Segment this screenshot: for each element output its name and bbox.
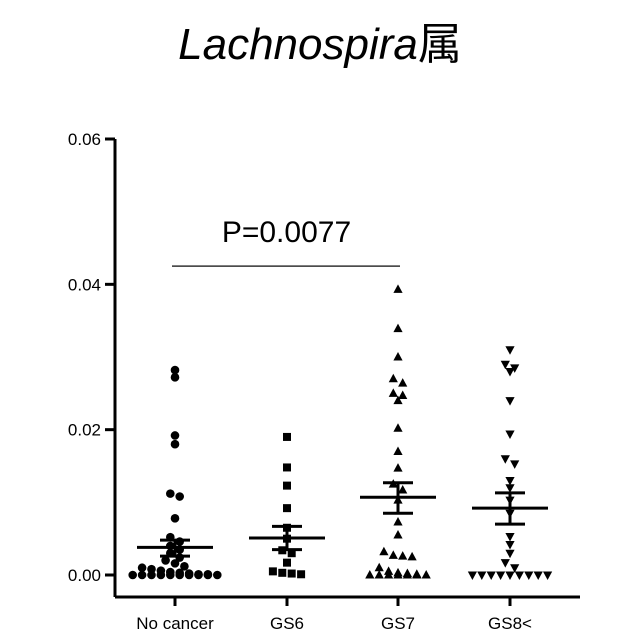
data-point — [393, 530, 402, 539]
data-point — [505, 550, 514, 559]
data-point — [194, 571, 203, 580]
data-point — [510, 460, 519, 469]
data-point — [501, 455, 510, 464]
data-point — [524, 572, 533, 581]
data-point — [171, 440, 180, 449]
axes: 0.00 0.02 0.04 0.06 No cancer GS6 GS7 GS8< — [68, 130, 580, 633]
data-point — [166, 489, 175, 498]
data-point — [171, 559, 180, 568]
x-tick-label: GS6 — [270, 614, 304, 633]
data-point — [505, 541, 514, 550]
data-point — [496, 572, 505, 581]
data-point — [398, 551, 407, 560]
data-point — [393, 517, 402, 526]
data-point — [204, 571, 213, 580]
data-point — [468, 572, 477, 581]
data-point — [269, 567, 277, 575]
data-point — [501, 361, 510, 370]
significance-annotation: P=0.0077 — [172, 216, 400, 266]
data-point — [389, 550, 398, 559]
data-point — [505, 572, 514, 581]
data-point — [505, 477, 514, 486]
data-point — [393, 352, 402, 361]
data-point — [171, 514, 180, 523]
data-point — [185, 571, 194, 580]
y-tick-label: 0.06 — [68, 130, 101, 149]
data-point — [505, 368, 514, 377]
data-point — [283, 504, 291, 512]
data-point — [487, 572, 496, 581]
data-point — [477, 572, 486, 581]
data-point — [379, 547, 388, 556]
data-point — [505, 346, 514, 355]
data-point — [505, 431, 514, 440]
data-point — [213, 571, 222, 580]
data-point — [422, 570, 431, 579]
data-point — [408, 552, 417, 561]
y-tick-label: 0.04 — [68, 275, 101, 294]
data-point — [283, 463, 291, 471]
data-point — [171, 373, 180, 382]
data-point — [375, 563, 384, 572]
data-point — [515, 572, 524, 581]
data-point — [412, 570, 421, 579]
y-tick-label: 0.02 — [68, 421, 101, 440]
data-point — [505, 533, 514, 542]
data-point — [393, 324, 402, 333]
data-point — [175, 492, 184, 501]
data-point — [166, 571, 175, 580]
x-tick-label: No cancer — [136, 614, 214, 633]
data-point — [278, 569, 286, 577]
data-point — [283, 482, 291, 490]
data-point — [543, 572, 552, 581]
data-point — [393, 423, 402, 432]
data-point — [157, 571, 166, 580]
data-points — [128, 284, 552, 580]
x-tick-label: GS7 — [381, 614, 415, 633]
data-point — [534, 572, 543, 581]
mean-sem-bars — [137, 483, 548, 556]
data-point — [147, 571, 156, 580]
x-tick-label: GS8< — [488, 614, 532, 633]
data-point — [393, 446, 402, 455]
data-point — [393, 284, 402, 293]
data-point — [398, 378, 407, 387]
y-tick-label: 0.00 — [68, 566, 101, 585]
p-value-label: P=0.0077 — [222, 216, 351, 249]
data-point — [297, 570, 305, 578]
data-point — [393, 463, 402, 472]
data-point — [175, 571, 184, 580]
data-point — [505, 397, 514, 406]
data-point — [138, 571, 147, 580]
data-point — [403, 570, 412, 579]
data-point — [288, 570, 296, 578]
data-point — [283, 559, 291, 567]
data-point — [128, 571, 137, 580]
data-point — [171, 431, 180, 440]
data-point — [398, 391, 407, 400]
data-point — [389, 374, 398, 383]
data-point — [501, 559, 510, 568]
data-point — [283, 433, 291, 441]
data-point — [375, 570, 384, 579]
data-point — [365, 570, 374, 579]
data-point — [510, 564, 519, 573]
data-point — [389, 388, 398, 397]
